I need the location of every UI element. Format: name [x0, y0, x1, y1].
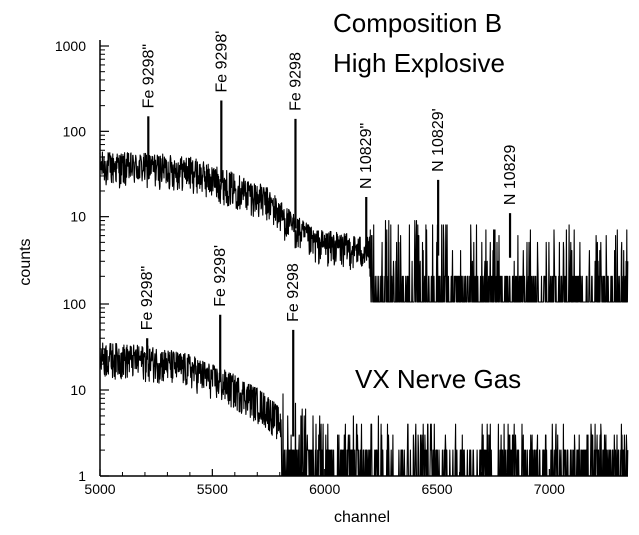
annotations: Fe 9298" Fe 9298' Fe 9298 N 10829" N 10829' N…	[139, 8, 521, 394]
peak-label: N 10829	[502, 145, 519, 206]
x-tick-label: 5500	[197, 481, 228, 497]
panel-title-top: High Explosive	[333, 48, 505, 78]
x-tick-label: 7000	[534, 481, 565, 497]
peak-label: Fe 9298'	[213, 31, 230, 93]
y-tick-label: 100	[63, 123, 87, 139]
peak-label: N 10829"	[358, 123, 375, 189]
panel-title-bottom: VX Nerve Gas	[355, 364, 521, 394]
spectrum-top	[99, 151, 629, 303]
spectrum-bottom	[99, 342, 629, 477]
peak-label: Fe 9298'	[212, 245, 229, 307]
peak-label: Fe 9298	[287, 52, 304, 111]
y-tick-label: 100	[63, 296, 87, 312]
peak-label: Fe 9298"	[140, 44, 157, 108]
y-tick-label: 1000	[55, 38, 86, 54]
x-tick-label: 5000	[84, 481, 115, 497]
y-tick-label: 1	[78, 468, 86, 484]
y-tick-label: 10	[70, 209, 86, 225]
axes: 5000 5500 6000 6500 7000 channel counts 10 100 10…	[17, 38, 628, 526]
peak-label: N 10829'	[430, 108, 447, 172]
peak-label: Fe 9298"	[139, 266, 156, 330]
y-axis-title: counts	[17, 238, 34, 285]
y-tick-label: 10	[70, 382, 86, 398]
peak-label: Fe 9298	[285, 263, 302, 322]
panel-title-top: Composition B	[333, 8, 502, 38]
x-tick-label: 6000	[309, 481, 340, 497]
x-tick-label: 6500	[421, 481, 452, 497]
spectra	[99, 100, 629, 477]
x-axis-title: channel	[334, 509, 390, 526]
